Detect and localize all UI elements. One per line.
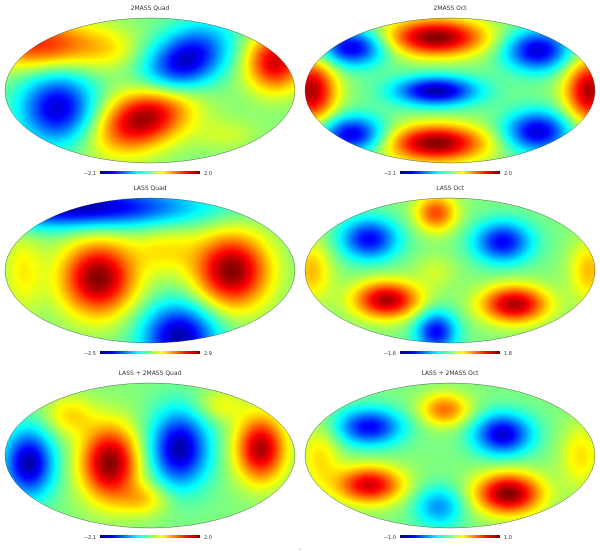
panel-lass-oct: LASS Oct −1.6 1.8 bbox=[304, 185, 596, 357]
colorbar-min-label: −2.5 bbox=[84, 351, 96, 357]
colorbar-max-label: 2.9 bbox=[204, 351, 212, 357]
colorbar: −2.5 2.9 bbox=[84, 351, 212, 357]
panel-title: 2MASS Oct bbox=[434, 5, 468, 12]
panel-2mass-quad: 2MASS Quad −2.1 2.0 bbox=[4, 5, 296, 177]
colorbar-scale bbox=[100, 535, 200, 538]
panel-lass-quad: LASS Quad −2.5 2.9 bbox=[4, 185, 296, 357]
panel-title: 2MASS Quad bbox=[131, 5, 170, 12]
sky-map bbox=[4, 382, 296, 529]
sky-map-image bbox=[305, 383, 595, 528]
sky-map-image bbox=[305, 198, 595, 343]
colorbar-scale bbox=[100, 171, 200, 174]
sky-map-outline bbox=[4, 197, 296, 344]
footer-mark: , bbox=[299, 545, 301, 551]
colorbar-min-label: −1.6 bbox=[384, 351, 396, 357]
colorbar: −1.6 1.8 bbox=[384, 351, 512, 357]
colorbar-min-label: −2.1 bbox=[384, 171, 396, 177]
colorbar: −1.0 1.0 bbox=[384, 535, 512, 541]
sky-map-image bbox=[5, 198, 295, 343]
colorbar-max-label: 2.0 bbox=[204, 171, 212, 177]
colorbar-scale bbox=[400, 351, 500, 354]
sky-map-outline bbox=[304, 197, 596, 344]
panel-title: LASS + 2MASS Quad bbox=[119, 370, 182, 377]
colorbar: −2.1 2.0 bbox=[84, 535, 212, 541]
colorbar: −2.1 2.0 bbox=[84, 171, 212, 177]
panel-title: LASS + 2MASS Oct bbox=[421, 370, 479, 377]
colorbar-scale bbox=[400, 535, 500, 538]
colorbar-min-label: −2.1 bbox=[84, 171, 96, 177]
panel-title: LASS Oct bbox=[436, 185, 464, 192]
panel-lass-2mass-oct: LASS + 2MASS Oct −1.0 1.0 bbox=[304, 370, 596, 541]
sky-map bbox=[4, 17, 296, 164]
colorbar-max-label: 2.0 bbox=[504, 171, 512, 177]
colorbar: −2.1 2.0 bbox=[384, 171, 512, 177]
colorbar-scale bbox=[400, 171, 500, 174]
sky-map bbox=[4, 197, 296, 344]
sky-map bbox=[304, 17, 596, 164]
colorbar-min-label: −2.1 bbox=[84, 535, 96, 541]
colorbar-max-label: 1.0 bbox=[504, 535, 512, 541]
sky-map-outline bbox=[304, 17, 596, 164]
sky-map-outline bbox=[4, 17, 296, 164]
colorbar-max-label: 1.8 bbox=[504, 351, 512, 357]
sky-map-image bbox=[305, 18, 595, 163]
colorbar-min-label: −1.0 bbox=[384, 535, 396, 541]
sky-map-outline bbox=[4, 382, 296, 529]
colorbar-max-label: 2.0 bbox=[204, 535, 212, 541]
panel-2mass-oct: 2MASS Oct −2.1 2.0 bbox=[304, 5, 596, 177]
sky-map bbox=[304, 197, 596, 344]
sky-map-outline bbox=[304, 382, 596, 529]
sky-map bbox=[304, 382, 596, 529]
panel-lass-2mass-quad: LASS + 2MASS Quad −2.1 2.0 bbox=[4, 370, 296, 541]
sky-map-image bbox=[5, 18, 295, 163]
colorbar-scale bbox=[100, 351, 200, 354]
panel-title: LASS Quad bbox=[133, 185, 166, 192]
sky-map-image bbox=[5, 383, 295, 528]
